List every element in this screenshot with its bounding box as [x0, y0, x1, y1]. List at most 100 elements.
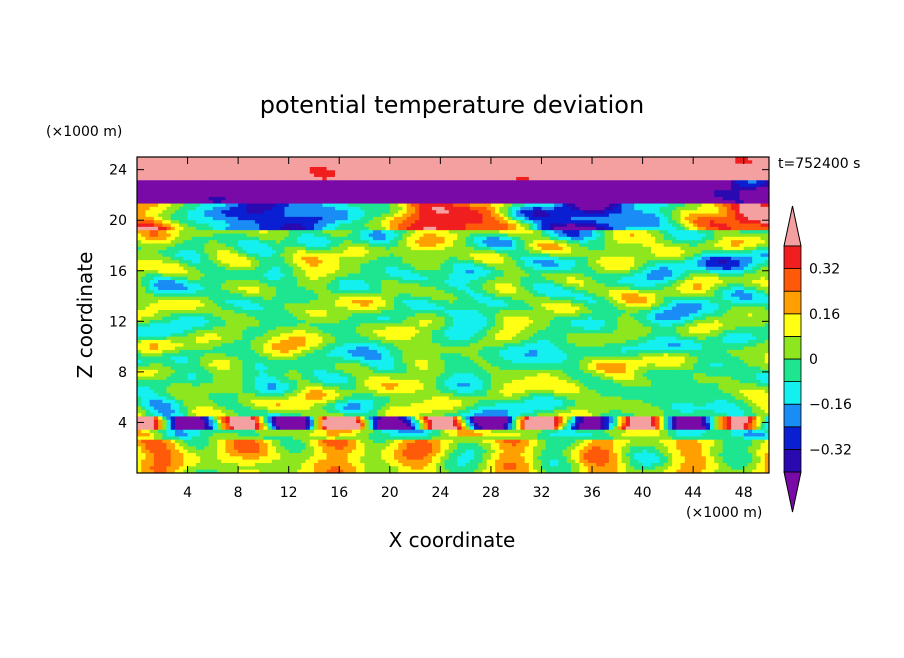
field-cell [427, 223, 433, 228]
field-cell [693, 220, 698, 225]
field-cell [495, 200, 500, 205]
field-cell [760, 223, 766, 228]
field-cell [511, 233, 517, 238]
field-cell [726, 173, 732, 178]
field-cell [672, 193, 677, 198]
field-cell [617, 193, 623, 198]
field-cell [507, 226, 513, 231]
field-cell [339, 196, 345, 201]
field-cell [541, 200, 547, 205]
field-cell [191, 173, 197, 178]
field-cell [158, 230, 163, 235]
field-cell [259, 176, 264, 181]
field-cell [465, 157, 471, 161]
field-cell [313, 193, 319, 198]
field-cell [558, 180, 564, 185]
field-cell [705, 216, 711, 221]
field-cell [474, 190, 479, 195]
field-cell [137, 233, 142, 238]
field-cell [153, 183, 159, 188]
field-cell [301, 163, 307, 168]
field-cell [166, 206, 172, 211]
field-cell [389, 170, 395, 175]
field-cell [145, 210, 151, 215]
field-cell [271, 196, 277, 201]
field-cell [381, 170, 387, 175]
field-cell [621, 210, 627, 215]
field-cell [410, 233, 416, 238]
field-cell [638, 176, 644, 181]
field-cell [200, 180, 206, 185]
field-cell [174, 163, 180, 168]
field-cell [229, 223, 235, 228]
field-cell [137, 166, 142, 171]
field-cell [726, 186, 732, 191]
field-cell [731, 226, 736, 231]
field-cell [305, 160, 311, 165]
field-cell [672, 213, 677, 218]
field-cell [663, 206, 669, 211]
field-cell [520, 220, 526, 225]
field-cell [756, 233, 762, 238]
field-cell [137, 213, 142, 218]
field-cell [676, 200, 682, 205]
field-cell [233, 163, 239, 168]
field-cell [747, 157, 753, 161]
field-cell [351, 223, 357, 228]
field-cell [511, 190, 517, 195]
field-cell [499, 223, 505, 228]
field-cell [710, 173, 715, 178]
field-cell [145, 170, 151, 175]
field-cell [326, 203, 332, 208]
field-cell [672, 183, 677, 188]
field-cell [212, 216, 218, 221]
field-cell [288, 216, 294, 221]
field-cell [276, 206, 281, 211]
field-cell [250, 206, 256, 211]
field-cell [701, 196, 707, 201]
field-cell [697, 230, 703, 235]
field-cell [263, 210, 269, 215]
field-cell [381, 210, 387, 215]
field-cell [516, 220, 522, 225]
field-cell [368, 203, 374, 208]
field-cell [145, 223, 151, 228]
field-cell [528, 160, 534, 165]
field-cell [562, 206, 568, 211]
field-cell [423, 173, 429, 178]
field-cell [335, 203, 340, 208]
field-cell [280, 236, 286, 241]
field-cell [297, 200, 302, 205]
field-cell [663, 190, 669, 195]
y-axis-label: Z coordinate [73, 252, 97, 379]
field-cell [642, 160, 648, 165]
field-cell [646, 176, 652, 181]
field-cell [461, 196, 467, 201]
field-cell [301, 226, 307, 231]
field-cell [183, 230, 189, 235]
field-cell [233, 233, 239, 238]
field-cell [743, 223, 749, 228]
field-cell [179, 176, 184, 181]
field-cell [693, 160, 698, 165]
field-cell [137, 190, 142, 195]
field-cell [760, 190, 766, 195]
field-cell [242, 166, 248, 171]
field-cell [166, 193, 172, 198]
field-cell [284, 216, 290, 221]
field-cell [309, 213, 315, 218]
field-cell [705, 203, 711, 208]
field-cell [743, 176, 749, 181]
field-cell [461, 203, 467, 208]
field-cell [486, 193, 492, 198]
field-cell [604, 223, 610, 228]
field-cell [415, 163, 420, 168]
field-cell [410, 193, 416, 198]
field-cell [756, 163, 762, 168]
field-cell [183, 180, 189, 185]
field-cell [149, 206, 155, 211]
field-cell [410, 170, 416, 175]
field-cell [752, 213, 757, 218]
field-cell [528, 200, 534, 205]
field-cell [440, 206, 446, 211]
